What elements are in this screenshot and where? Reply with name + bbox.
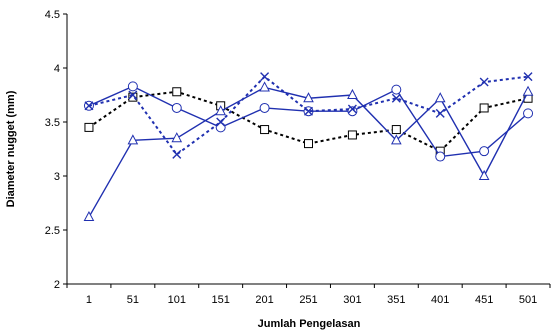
data-point-cross xyxy=(128,90,138,100)
y-tick-label: 2 xyxy=(54,279,60,291)
x-axis-title: Jumlah Pengelasan xyxy=(258,318,361,330)
y-tick-label: 4 xyxy=(54,63,60,75)
series-layer xyxy=(83,72,534,222)
data-point-cross xyxy=(435,108,445,118)
data-point-circle xyxy=(435,151,446,162)
data-point-square xyxy=(128,92,138,102)
data-point-triangle xyxy=(259,81,270,92)
x-tick-label: 401 xyxy=(431,294,449,306)
data-point-triangle xyxy=(83,210,95,222)
data-point-cross xyxy=(523,72,533,82)
data-point-square xyxy=(347,130,357,140)
series-cross xyxy=(84,72,533,159)
data-point-cross xyxy=(479,77,489,87)
data-point-cross xyxy=(172,149,182,159)
series-square xyxy=(84,87,533,156)
data-point-square xyxy=(391,125,401,135)
series-line xyxy=(88,90,529,153)
x-tick-label: 101 xyxy=(168,294,186,306)
data-point-cross xyxy=(347,104,357,114)
axes: 22.533.544.51 51 101 151 201 251 301 351 401 451 5… xyxy=(45,9,551,306)
data-point-circle xyxy=(523,108,534,119)
y-tick-label: 3.5 xyxy=(45,117,60,129)
data-point-square xyxy=(479,103,489,113)
data-point-square xyxy=(304,139,313,149)
data-point-square xyxy=(172,87,182,97)
data-point-circle xyxy=(259,102,270,113)
x-tick-label: 451 xyxy=(475,294,493,306)
data-point-cross xyxy=(84,101,94,111)
data-point-triangle xyxy=(215,105,227,116)
x-tick-label: 1 xyxy=(86,294,92,306)
data-point-triangle xyxy=(478,169,490,180)
x-tick-label: 351 xyxy=(387,294,405,306)
data-point-triangle xyxy=(127,134,139,145)
data-point-triangle xyxy=(303,92,314,103)
data-point-triangle xyxy=(434,92,446,103)
x-tick-label: 151 xyxy=(212,294,230,306)
data-point-cross xyxy=(304,106,313,116)
data-point-triangle xyxy=(347,88,358,99)
data-point-triangle xyxy=(522,85,534,96)
y-tick-label: 2.5 xyxy=(45,225,60,237)
x-tick-label: 501 xyxy=(519,294,537,306)
data-point-circle xyxy=(127,81,138,92)
data-point-square xyxy=(260,125,270,135)
data-point-square xyxy=(84,122,94,132)
data-point-cross xyxy=(391,93,401,103)
data-point-cross xyxy=(260,72,270,82)
data-point-circle xyxy=(171,102,182,113)
x-tick-label: 301 xyxy=(343,294,361,306)
data-point-triangle xyxy=(171,132,183,143)
data-point-circle xyxy=(479,146,490,157)
series-line xyxy=(88,75,529,156)
series-triangle xyxy=(83,81,534,222)
data-point-triangle xyxy=(390,134,402,145)
y-tick-label: 4.5 xyxy=(45,9,60,21)
y-axis-title: Diameter nugget (mm) xyxy=(5,90,17,207)
x-tick-label: 251 xyxy=(299,294,317,306)
x-tick-label: 201 xyxy=(255,294,273,306)
x-tick-label: 51 xyxy=(127,294,139,306)
y-tick-label: 3 xyxy=(54,171,60,183)
data-point-cross xyxy=(216,117,226,127)
data-point-circle xyxy=(391,84,402,95)
